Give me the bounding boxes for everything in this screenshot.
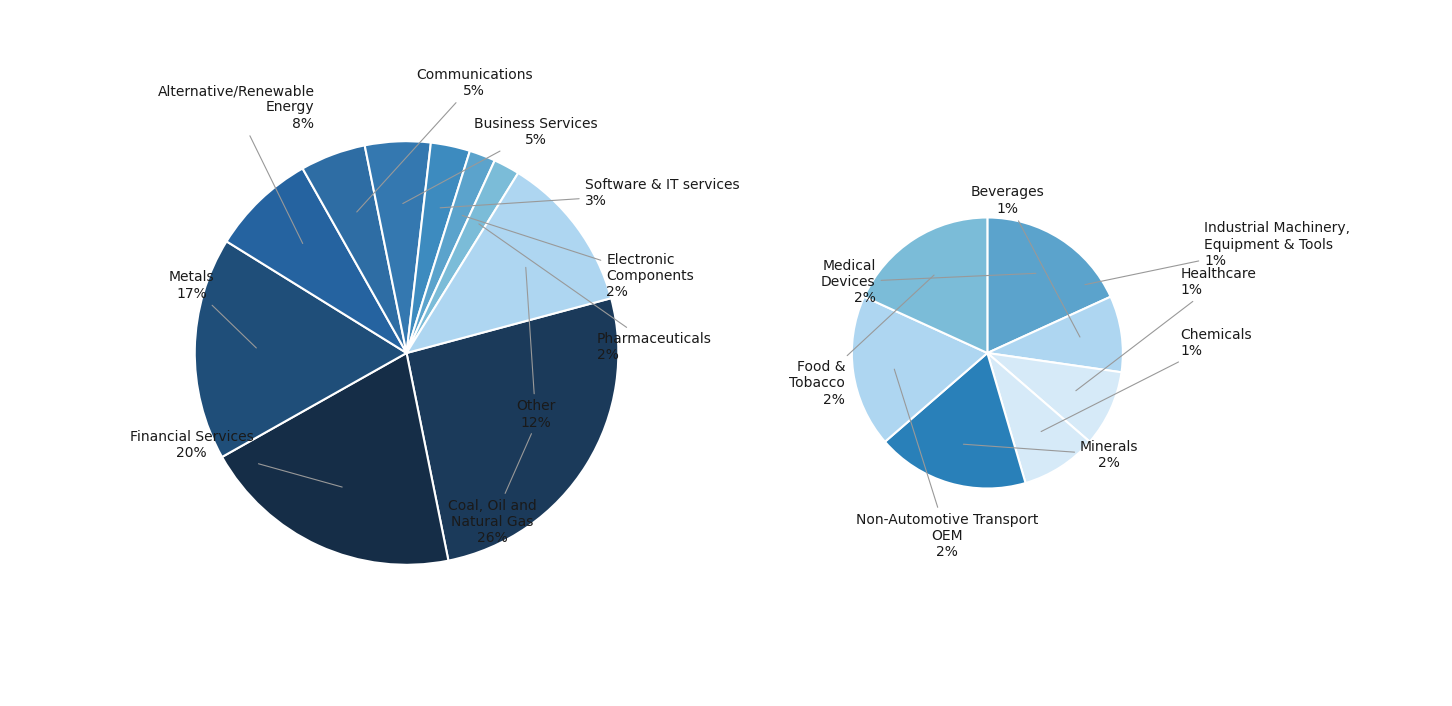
Wedge shape	[987, 353, 1090, 483]
Text: Electronic
Components
2%: Electronic Components 2%	[462, 215, 694, 299]
Wedge shape	[852, 297, 987, 442]
Wedge shape	[407, 143, 470, 353]
Text: Other
12%: Other 12%	[515, 268, 555, 429]
Wedge shape	[407, 151, 495, 353]
Wedge shape	[407, 173, 611, 353]
Text: Metals
17%: Metals 17%	[168, 270, 257, 348]
Text: Alternative/Renewable
Energy
8%: Alternative/Renewable Energy 8%	[157, 84, 315, 244]
Text: Pharmaceuticals
2%: Pharmaceuticals 2%	[479, 224, 711, 362]
Text: Non-Automotive Transport
OEM
2%: Non-Automotive Transport OEM 2%	[855, 369, 1038, 559]
Text: Software & IT services
3%: Software & IT services 3%	[440, 178, 739, 208]
Wedge shape	[987, 297, 1122, 372]
Text: Minerals
2%: Minerals 2%	[964, 440, 1138, 469]
Text: Healthcare
1%: Healthcare 1%	[1076, 267, 1256, 390]
Text: Chemicals
1%: Chemicals 1%	[1041, 328, 1252, 431]
Wedge shape	[364, 141, 431, 353]
Text: Beverages
1%: Beverages 1%	[971, 186, 1080, 337]
Wedge shape	[884, 353, 1025, 489]
Text: Communications
5%: Communications 5%	[357, 68, 533, 212]
Wedge shape	[987, 353, 1121, 442]
Text: Food &
Tobacco
2%: Food & Tobacco 2%	[790, 275, 934, 407]
Text: Industrial Machinery,
Equipment & Tools
1%: Industrial Machinery, Equipment & Tools …	[1085, 222, 1350, 285]
Text: Medical
Devices
2%: Medical Devices 2%	[820, 258, 1035, 305]
Wedge shape	[222, 353, 449, 565]
Wedge shape	[864, 217, 987, 353]
Wedge shape	[407, 160, 518, 353]
Wedge shape	[227, 169, 407, 353]
Text: Business Services
5%: Business Services 5%	[402, 116, 597, 203]
Text: Coal, Oil and
Natural Gas
26%: Coal, Oil and Natural Gas 26%	[449, 433, 537, 545]
Wedge shape	[407, 298, 619, 561]
Wedge shape	[302, 145, 407, 353]
Text: Financial Services
20%: Financial Services 20%	[129, 430, 343, 487]
Wedge shape	[195, 241, 407, 457]
Wedge shape	[987, 217, 1111, 353]
